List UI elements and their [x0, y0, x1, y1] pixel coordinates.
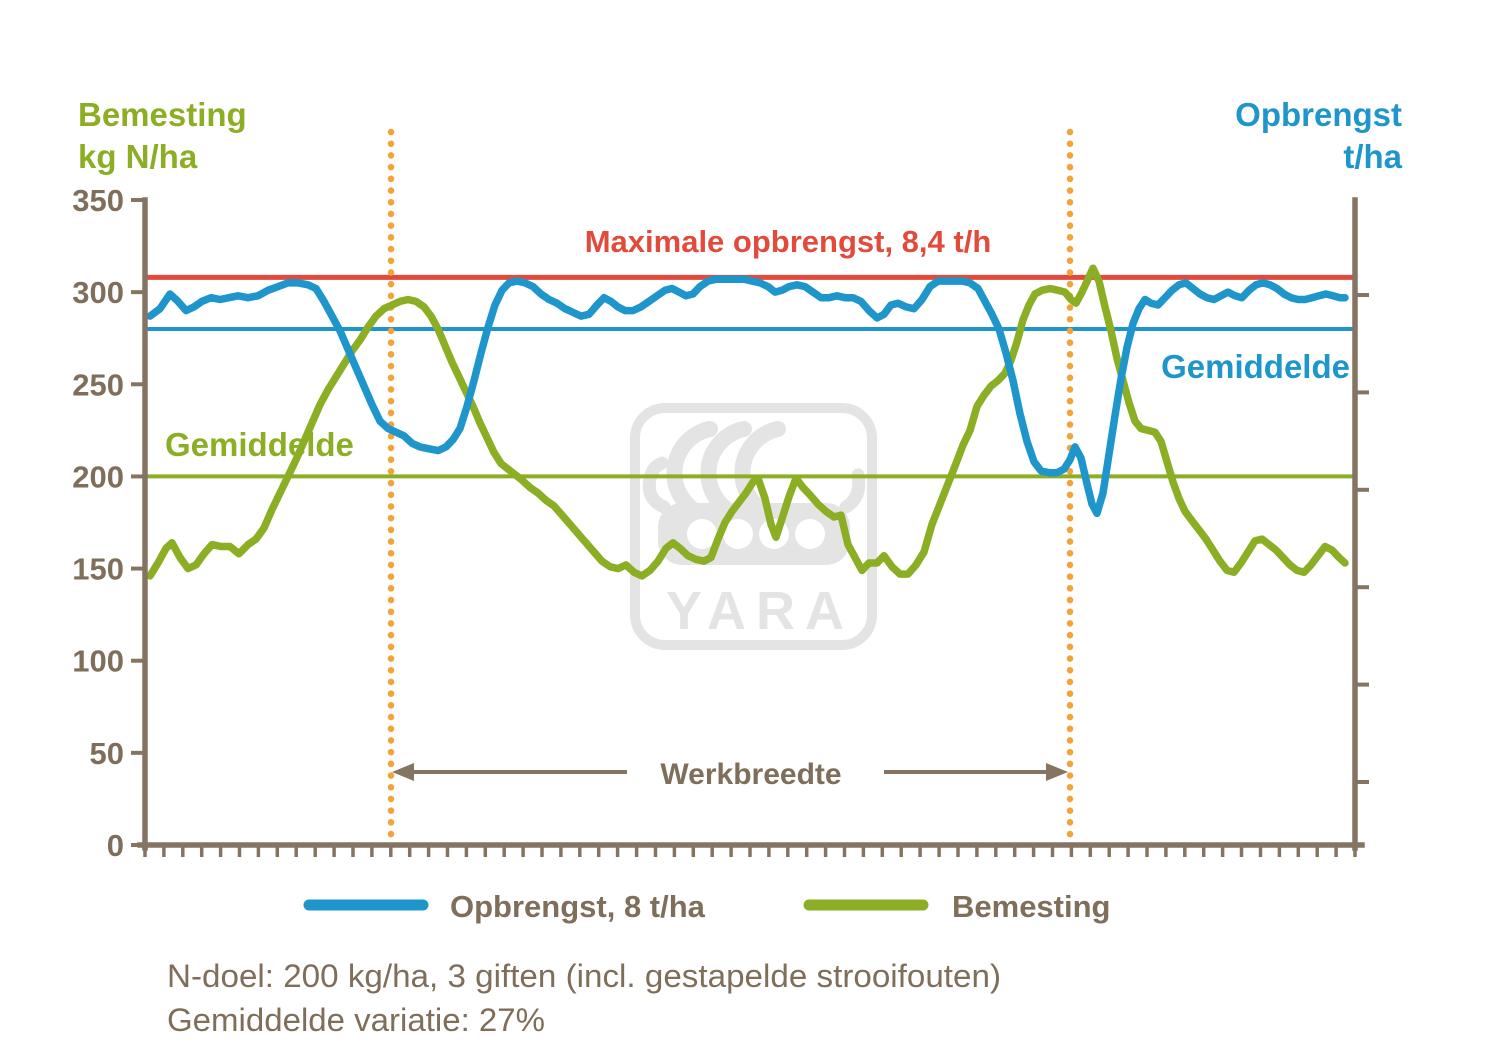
right-axis-title-line2: t/ha: [1343, 138, 1402, 175]
y-axis-tick-label: 100: [72, 644, 124, 679]
legend-label-opbrengst: Opbrengst, 8 t/ha: [450, 889, 706, 924]
x-axis-ticks: [143, 845, 1357, 857]
left-axis-ticks: 350 300 250 200 150 100 50 0: [72, 183, 145, 863]
right-axis-ticks: [1355, 293, 1369, 784]
y-axis-tick-label: 200: [72, 459, 124, 494]
left-axis-title-line2: kg N/ha: [78, 138, 198, 175]
max-yield-label: Maximale opbrengst, 8,4 t/h: [585, 224, 992, 259]
y-axis-tick-label: 0: [107, 828, 124, 863]
right-axis-title-line1: Opbrengst: [1235, 96, 1402, 133]
footer-note-line1: N-doel: 200 kg/ha, 3 giften (incl. gesta…: [167, 958, 1001, 994]
footer-note-line2: Gemiddelde variatie: 27%: [167, 1002, 545, 1038]
watermark-text: YARA: [666, 581, 854, 641]
average-fertilization-label: Gemiddelde: [165, 426, 354, 463]
y-axis-tick-label: 150: [72, 552, 124, 587]
left-axis-title-line1: Bemesting: [78, 96, 247, 133]
y-axis-tick-label: 300: [72, 275, 124, 310]
left-arrowhead-icon: [392, 763, 414, 781]
opbrengst-curve: [146, 275, 1349, 518]
y-axis-tick-label: 50: [90, 736, 124, 771]
y-axis-tick-label: 350: [72, 183, 124, 218]
legend-label-bemesting: Bemesting: [952, 889, 1110, 924]
bemesting-curve: [146, 264, 1349, 580]
right-arrowhead-icon: [1046, 763, 1068, 781]
viking-ship-icon: [642, 421, 866, 565]
watermark-border: [630, 403, 877, 650]
average-yield-label: Gemiddelde: [1161, 348, 1350, 385]
y-axis-tick-label: 250: [72, 367, 124, 402]
working-width-label: Werkbreedte: [660, 758, 841, 791]
yara-watermark: YARA: [630, 403, 877, 650]
legend: Opbrengst, 8 t/ha Bemesting: [303, 889, 1110, 924]
working-width-annotation: Werkbreedte: [392, 758, 1068, 791]
